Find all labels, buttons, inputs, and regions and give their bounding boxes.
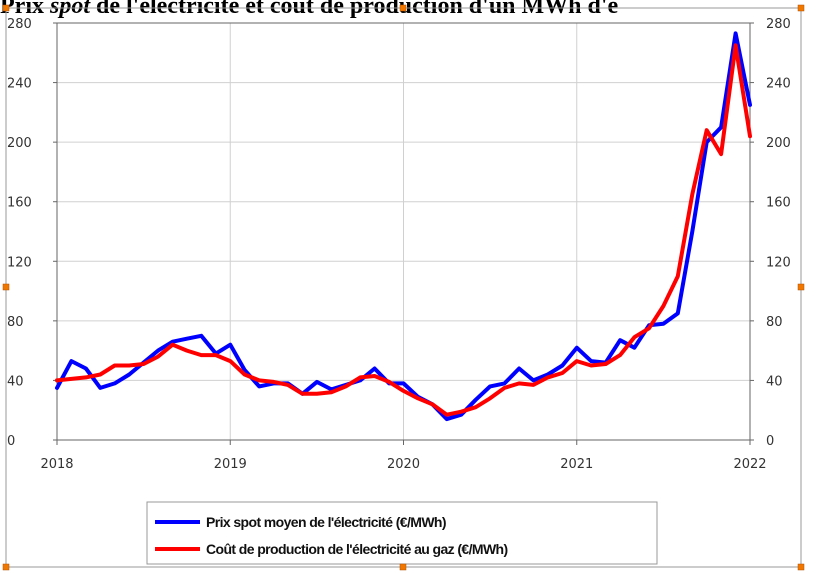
x-tick-label: 2020: [387, 457, 420, 472]
series-line-prix-spot: [55, 31, 752, 422]
page-title: Prix spot de l'électricité et coût de pr…: [0, 0, 619, 19]
y-tick-label-left: 80: [7, 315, 24, 330]
y-tick-label-right: 160: [766, 196, 791, 211]
x-tick-label: 2021: [560, 457, 593, 472]
x-tick-label: 2019: [214, 457, 247, 472]
y-tick-label-right: 40: [766, 374, 783, 389]
legend-label-prix-spot: Prix spot moyen de l'électricité (€/MWh): [206, 514, 446, 530]
y-tick-label-left: 120: [7, 255, 32, 270]
y-tick-label-right: 80: [766, 315, 783, 330]
selection-handle[interactable]: [399, 563, 407, 571]
y-tick-label-right: 120: [766, 255, 791, 270]
y-tick-label-left: 240: [7, 77, 32, 92]
selection-handle[interactable]: [2, 563, 10, 571]
selection-handle[interactable]: [2, 283, 10, 291]
y-tick-label-left: 0: [7, 434, 15, 449]
selection-handle[interactable]: [399, 4, 407, 12]
x-tick-label: 2018: [40, 457, 73, 472]
series-line-cout-gaz: [55, 43, 752, 417]
plot-area: [56, 22, 751, 441]
y-tick-label-left: 280: [7, 17, 32, 32]
selection-handle[interactable]: [797, 4, 805, 12]
x-tick-label: 2022: [733, 457, 766, 472]
y-tick-label-left: 40: [7, 374, 24, 389]
selection-handle[interactable]: [797, 283, 805, 291]
y-tick-label-right: 240: [766, 77, 791, 92]
y-tick-label-right: 200: [766, 136, 791, 151]
y-tick-label-right: 280: [766, 17, 791, 32]
y-tick-label-right: 0: [766, 434, 774, 449]
y-tick-label-left: 200: [7, 136, 32, 151]
legend-label-cout-gaz: Coût de production de l'électricité au g…: [206, 541, 508, 557]
y-tick-label-left: 160: [7, 196, 32, 211]
legend-box: [146, 501, 658, 565]
selection-handle[interactable]: [2, 4, 10, 12]
selection-handle[interactable]: [797, 563, 805, 571]
